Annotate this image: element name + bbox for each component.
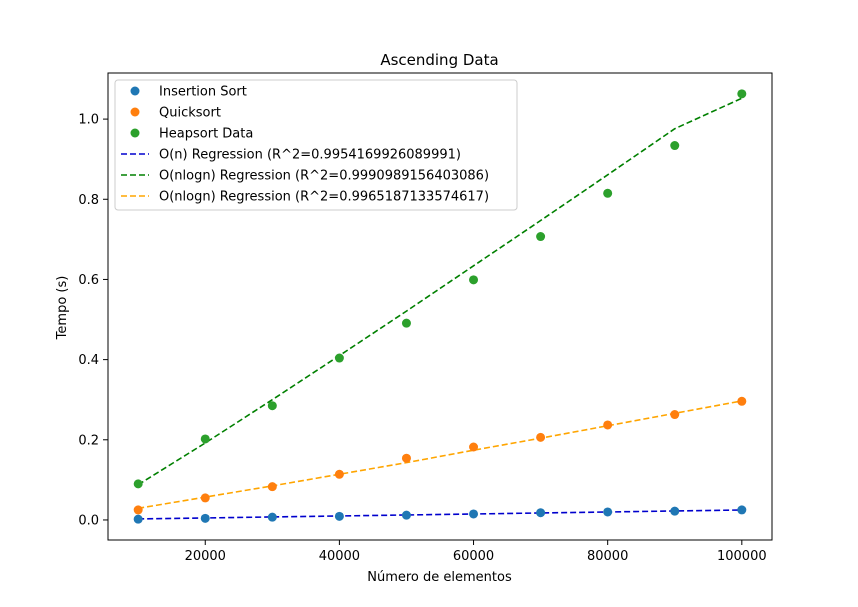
y-axis: 0.0 0.2 0.4 0.6 0.8 1.0 [78,113,108,528]
legend-label: O(nlogn) Regression (R^2=0.9965187133574… [159,190,489,205]
regression-line-o-nlogn-regression-r-2-0-9990989156403086 [137,97,743,486]
data-point-quicksort [200,493,210,503]
y-tick-label: 0.0 [78,513,99,528]
data-point-insertion-sort [267,512,277,522]
data-point-quicksort [334,469,344,479]
x-tick-label: 20000 [185,549,226,564]
data-point-heapsort-data [536,232,546,242]
legend-box [114,79,518,211]
legend-marker [130,107,140,117]
x-axis: 20000 40000 60000 80000 100000 [185,540,767,564]
data-point-insertion-sort [334,511,344,521]
data-point-insertion-sort [469,509,479,519]
data-point-insertion-sort [536,508,546,518]
legend-label: O(nlogn) Regression (R^2=0.9990989156403… [159,169,489,184]
x-tick-label: 40000 [319,549,360,564]
data-point-insertion-sort [670,506,680,516]
y-tick-label: 0.6 [78,273,99,288]
regression-line-o-nlogn-regression-r-2-0-9965187133574617 [138,400,742,510]
legend-marker [130,86,140,96]
x-tick-label: 100000 [717,549,767,564]
data-point-insertion-sort [603,507,613,517]
data-point-heapsort-data [469,275,479,285]
y-tick-label: 0.8 [78,193,99,208]
data-point-quicksort [670,410,680,420]
data-point-heapsort-data [670,141,680,151]
legend-marker [130,128,140,138]
y-tick-label: 0.4 [78,353,99,368]
regression-line-o-n-regression-r-2-0-9954169926089991 [138,509,742,520]
y-tick-label: 0.2 [78,433,99,448]
data-point-heapsort-data [401,318,411,328]
data-point-quicksort [133,505,143,515]
data-point-quicksort [469,442,479,452]
data-point-heapsort-data [200,434,210,444]
data-point-quicksort [267,482,277,492]
data-point-quicksort [603,420,613,430]
data-point-heapsort-data [267,401,277,411]
data-point-quicksort [536,432,546,442]
y-axis-label: Tempo (s) [55,276,70,341]
legend-label: Insertion Sort [159,85,247,100]
plot-area [133,89,747,524]
data-point-heapsort-data [603,188,613,198]
x-tick-label: 80000 [587,549,628,564]
x-axis-label: Número de elementos [367,570,512,585]
x-tick-label: 60000 [453,549,494,564]
data-point-insertion-sort [401,510,411,520]
y-tick-label: 1.0 [78,113,99,128]
data-point-insertion-sort [200,513,210,523]
legend-label: Heapsort Data [159,127,253,142]
data-point-heapsort-data [133,479,143,489]
data-point-heapsort-data [334,353,344,363]
data-point-quicksort [737,396,747,406]
chart-title: Ascending Data [380,51,498,69]
axes-frame [107,72,773,541]
legend: Insertion Sort Quicksort Heapsort Data O(n)… [114,79,518,211]
data-point-insertion-sort [133,514,143,524]
data-point-insertion-sort [737,505,747,515]
legend-label: O(n) Regression (R^2=0.9954169926089991) [159,148,461,163]
legend-label: Quicksort [159,106,221,121]
data-point-heapsort-data [737,89,747,99]
data-point-quicksort [401,453,411,463]
